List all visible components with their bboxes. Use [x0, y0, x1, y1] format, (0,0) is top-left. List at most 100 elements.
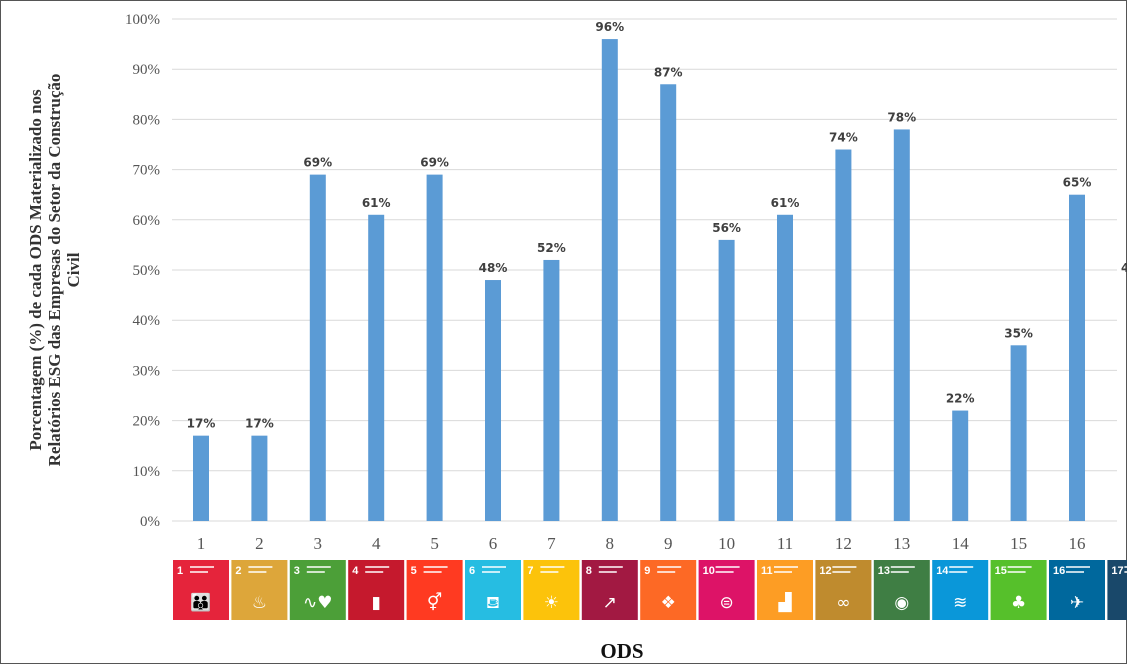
sdg-tile-caption — [949, 571, 968, 573]
bar-ods-12 — [835, 149, 852, 521]
sdg-tile-15: 15 ♣ — [990, 560, 1047, 620]
sdg-tile-caption — [598, 571, 617, 573]
sdg-tile-caption — [482, 571, 500, 573]
sdg-tile-number: 13 — [878, 565, 890, 577]
sdg-tile-caption — [540, 566, 565, 568]
dove-icon: ✈ — [1070, 593, 1084, 613]
bar-ods-16 — [1069, 194, 1085, 521]
x-tick-label: 1 — [197, 534, 206, 553]
y-tick-label: 10% — [133, 464, 161, 480]
tree-icon: ♣ — [1011, 593, 1026, 613]
y-tick-label: 50% — [133, 263, 161, 279]
sdg-tile-3: 3 ∿♥ — [289, 560, 346, 620]
sun-icon: ☀ — [544, 593, 559, 613]
sdg-tile-caption — [365, 571, 384, 573]
heartbeat-icon: ∿♥ — [303, 593, 332, 613]
bar-ods-13 — [893, 129, 910, 521]
sdg-tile-caption — [1066, 566, 1090, 568]
sdg-tile-caption — [1007, 566, 1032, 568]
gender-icon: ⚥ — [427, 592, 442, 613]
sdg-tile-background — [523, 560, 580, 620]
bar-ods-3 — [309, 174, 326, 521]
sdg-tile-2: 2♨ — [231, 560, 288, 620]
sdg-tile-5: 5⚥ — [406, 560, 463, 620]
sdg-tile-background — [1049, 560, 1105, 620]
sdg-tile-caption — [306, 571, 325, 573]
data-label: 17% — [187, 417, 216, 431]
x-tick-labels: 1234567891011121314151617 — [197, 534, 1127, 553]
sdg-tile-background — [932, 560, 989, 620]
sdg-tile-caption — [1124, 566, 1127, 568]
sdg-tile-caption — [832, 571, 851, 573]
equality-icon: ⊜ — [719, 593, 733, 613]
family-icon: 👪 — [190, 592, 211, 613]
sdg-tile-12: 12 ∞ — [815, 560, 872, 620]
data-label: 48% — [479, 261, 508, 275]
sdg-tile-caption — [890, 571, 909, 573]
sdg-tile-number: 1 — [177, 565, 183, 577]
y-axis-label-line-1: Porcentagem (%) de cada ODS Materializad… — [26, 89, 45, 451]
bars — [193, 39, 1085, 521]
sdg-tile-number: 15 — [995, 565, 1007, 577]
data-label: 78% — [887, 110, 916, 124]
sdg-tile-11: 11 ▟ — [757, 560, 813, 620]
data-labels: 17% 17% 69% 61% 69% 48% 52% 96% 87% 56% 61% 74% 78% 2… — [187, 20, 1127, 431]
y-axis-label-line-3: Civil — [64, 252, 83, 287]
bar-ods-1 — [193, 435, 209, 521]
sdg-tile-caption — [890, 566, 915, 568]
sdg-tile-number: 14 — [936, 565, 949, 577]
bar-ods-7 — [543, 259, 560, 521]
bar-ods-6 — [485, 280, 501, 521]
sdg-tile-caption — [832, 566, 857, 568]
sdg-tile-background — [173, 560, 229, 620]
x-tick-label: 7 — [547, 534, 556, 553]
sdg-tile-caption — [657, 566, 682, 568]
sdg-tile-number: 16 — [1053, 565, 1065, 577]
bar-ods-4 — [368, 214, 385, 521]
data-label: 96% — [595, 20, 624, 34]
sdg-tile-caption — [190, 566, 214, 568]
sdg-tile-number: 2 — [235, 565, 241, 577]
sdg-tile-9: 9❖ — [640, 560, 697, 620]
x-axis-label: ODS — [600, 639, 643, 663]
sdg-tile-1: 1👪 — [173, 560, 229, 620]
sdg-tile-background — [757, 560, 813, 620]
city-icon: ▟ — [777, 591, 792, 613]
sdg-tile-number: 11 — [761, 565, 773, 577]
x-tick-label: 9 — [664, 534, 673, 553]
y-tick-label: 90% — [133, 62, 161, 78]
data-label: 87% — [654, 65, 683, 79]
sdg-tile-background — [698, 560, 755, 620]
infinity-icon: ∞ — [836, 593, 850, 613]
sdg-tile-number: 6 — [469, 565, 475, 577]
sdg-tile-13: 13 ◉ — [873, 560, 930, 620]
sdg-tile-number: 9 — [644, 565, 650, 577]
sdg-tile-caption — [598, 566, 623, 568]
data-label: 48% — [1121, 261, 1127, 275]
x-tick-label: 14 — [952, 534, 970, 553]
sdg-tile-4: 4▮ — [348, 560, 405, 620]
sdg-tile-caption — [423, 566, 448, 568]
x-tick-label: 13 — [893, 534, 910, 553]
sdg-tile-number: 3 — [294, 565, 300, 577]
data-label: 74% — [829, 131, 858, 145]
bar-ods-15 — [1010, 345, 1027, 521]
sdg-tile-caption — [423, 571, 442, 573]
sdg-tile-background — [231, 560, 288, 620]
sdg-tile-background — [815, 560, 872, 620]
sdg-tile-8: 8↗ — [581, 560, 638, 620]
sdg-tile-14: 14 ≋ — [932, 560, 989, 620]
x-tick-label: 5 — [430, 534, 439, 553]
y-tick-label: 20% — [133, 414, 161, 430]
bar-ods-11 — [777, 214, 793, 521]
y-tick-label: 30% — [133, 363, 161, 379]
eye-globe-icon: ◉ — [894, 593, 909, 613]
sdg-tile-10: 10 ⊜ — [698, 560, 755, 620]
cubes-icon: ❖ — [661, 593, 676, 613]
bar-ods-14 — [952, 410, 969, 521]
sdg-tile-caption — [1007, 571, 1026, 573]
sdg-tile-caption — [248, 566, 273, 568]
sdg-tile-caption — [774, 566, 798, 568]
